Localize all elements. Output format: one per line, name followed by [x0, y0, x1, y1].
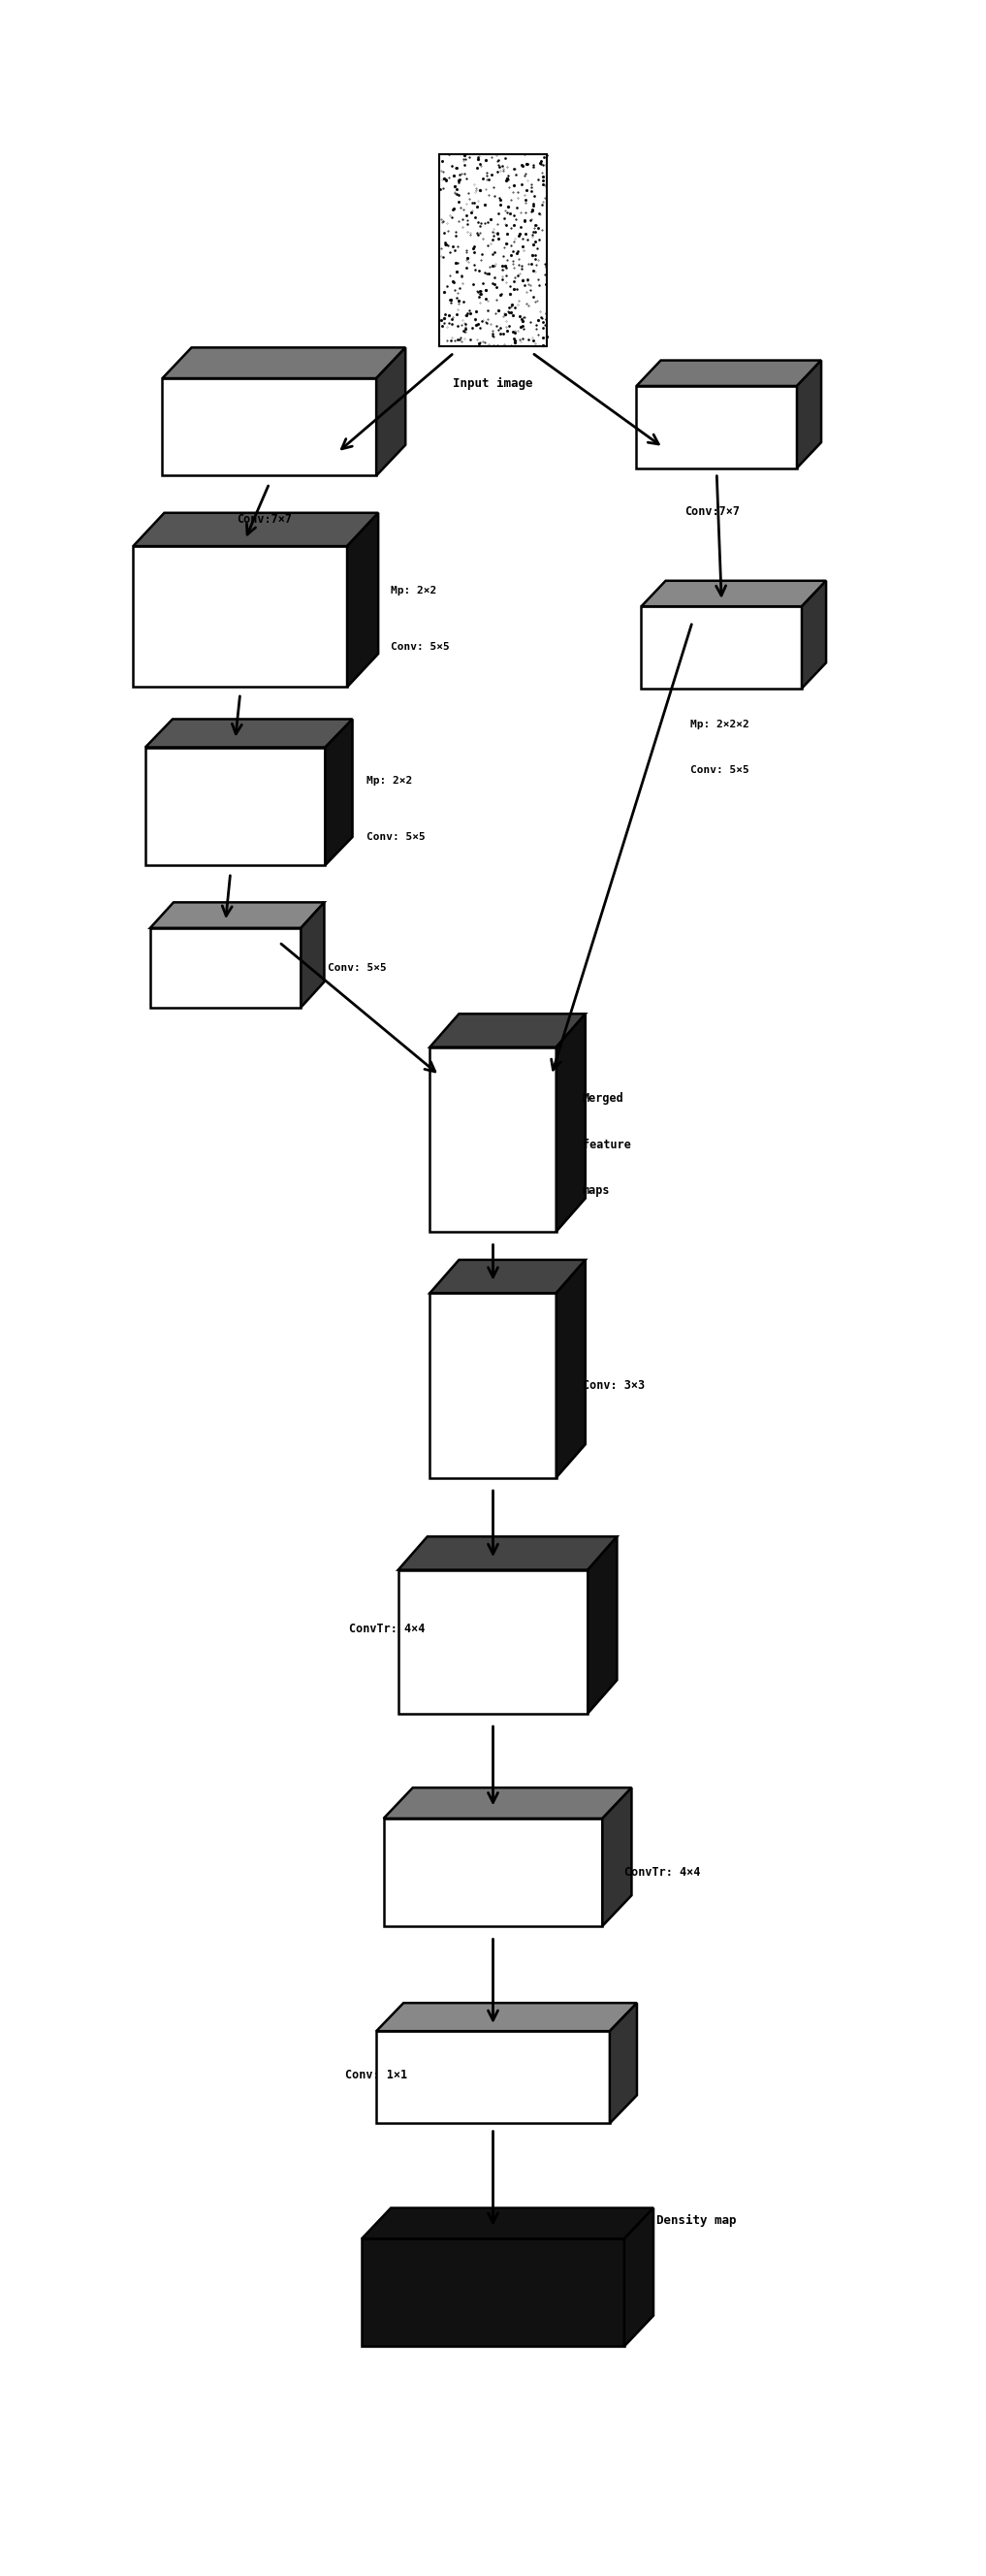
- Polygon shape: [163, 348, 405, 379]
- Polygon shape: [133, 513, 379, 546]
- Polygon shape: [133, 546, 347, 688]
- Polygon shape: [398, 1569, 588, 1713]
- Polygon shape: [377, 2030, 609, 2123]
- Text: Input image: Input image: [453, 376, 533, 389]
- Text: Merged: Merged: [583, 1092, 624, 1105]
- Polygon shape: [797, 361, 821, 469]
- Text: ConvTr: 4×4: ConvTr: 4×4: [624, 1865, 700, 1878]
- Text: Mp: 2×2×2: Mp: 2×2×2: [690, 719, 749, 729]
- Polygon shape: [377, 2004, 637, 2030]
- Polygon shape: [430, 1260, 586, 1293]
- Text: Conv: 1×1: Conv: 1×1: [345, 2069, 407, 2081]
- Polygon shape: [145, 747, 325, 866]
- Polygon shape: [430, 1293, 556, 1479]
- Polygon shape: [802, 580, 826, 688]
- Text: ConvTr: 4×4: ConvTr: 4×4: [349, 1623, 425, 1636]
- Polygon shape: [588, 1535, 617, 1713]
- Text: maps: maps: [583, 1185, 610, 1198]
- Text: Conv: 5×5: Conv: 5×5: [327, 963, 387, 974]
- Polygon shape: [556, 1015, 586, 1231]
- Text: Conv: 5×5: Conv: 5×5: [690, 765, 749, 775]
- Text: Conv:7×7: Conv:7×7: [237, 513, 292, 526]
- Polygon shape: [430, 1015, 586, 1046]
- Polygon shape: [347, 513, 379, 688]
- Polygon shape: [362, 2208, 654, 2239]
- Polygon shape: [636, 386, 797, 469]
- Polygon shape: [163, 379, 377, 477]
- Text: Mp: 2×2: Mp: 2×2: [367, 775, 412, 786]
- Text: Conv:7×7: Conv:7×7: [684, 505, 740, 518]
- Polygon shape: [641, 580, 826, 605]
- Polygon shape: [325, 719, 352, 866]
- Text: Conv: 5×5: Conv: 5×5: [367, 832, 426, 842]
- Polygon shape: [636, 361, 821, 386]
- Polygon shape: [624, 2208, 654, 2347]
- Polygon shape: [641, 605, 802, 688]
- Polygon shape: [430, 1046, 556, 1231]
- Polygon shape: [602, 1788, 632, 1927]
- Polygon shape: [398, 1535, 617, 1569]
- Polygon shape: [150, 927, 301, 1007]
- Text: Density map: Density map: [657, 2215, 737, 2228]
- Polygon shape: [609, 2004, 637, 2123]
- Polygon shape: [377, 348, 405, 477]
- Polygon shape: [384, 1788, 632, 1819]
- Text: Conv: 5×5: Conv: 5×5: [390, 641, 450, 652]
- Polygon shape: [384, 1819, 602, 1927]
- Text: feature: feature: [583, 1139, 631, 1151]
- Polygon shape: [150, 902, 324, 927]
- Text: Mp: 2×2: Mp: 2×2: [390, 587, 437, 595]
- Text: Conv: 3×3: Conv: 3×3: [583, 1378, 645, 1391]
- Polygon shape: [362, 2239, 624, 2347]
- Polygon shape: [556, 1260, 586, 1479]
- Polygon shape: [145, 719, 352, 747]
- Polygon shape: [301, 902, 324, 1007]
